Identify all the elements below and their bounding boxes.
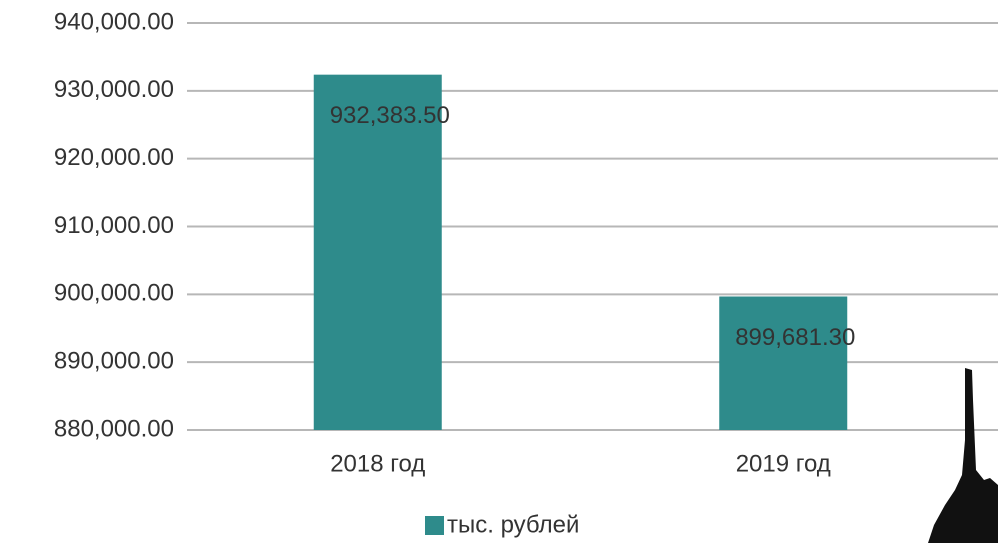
- decoration-spire: [928, 368, 998, 543]
- y-tick-label: 900,000.00: [54, 280, 174, 307]
- bar: [719, 296, 848, 430]
- plot-area: 880,000.00 890,000.00 900,000.00 910,000.00…: [54, 8, 998, 538]
- legend-label: тыс. рублей: [447, 511, 579, 538]
- data-label: 899,681.30: [735, 324, 855, 351]
- y-tick-label: 880,000.00: [54, 415, 174, 442]
- x-tick-label: 2018 год: [330, 450, 425, 477]
- y-tick-label: 940,000.00: [54, 8, 174, 35]
- y-tick-label: 920,000.00: [54, 144, 174, 171]
- x-tick-label: 2019 год: [736, 450, 831, 477]
- bar: [313, 74, 442, 431]
- y-tick-label: 930,000.00: [54, 76, 174, 103]
- y-tick-label: 910,000.00: [54, 212, 174, 239]
- y-tick-label: 890,000.00: [54, 348, 174, 375]
- data-label: 932,383.50: [330, 102, 450, 129]
- legend-swatch: [425, 516, 444, 535]
